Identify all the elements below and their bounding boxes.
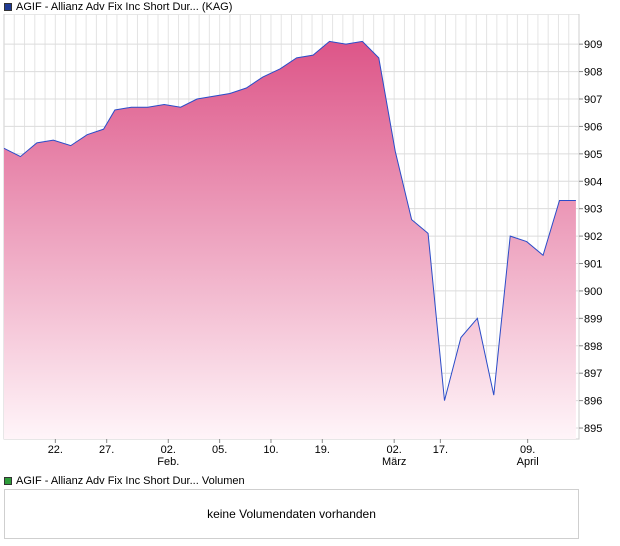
y-tick-label: 908 [584, 67, 602, 79]
y-tick-label: 900 [584, 286, 602, 298]
y-tick-label: 904 [584, 176, 602, 188]
y-tick-label: 897 [584, 368, 602, 380]
x-month-label: März [382, 456, 406, 468]
x-tick-label: 27. [99, 444, 114, 456]
y-tick-label: 898 [584, 341, 602, 353]
volume-panel: keine Volumendaten vorhanden [4, 489, 579, 539]
price-chart: 895 896 897 898 899 900 901 902 903 904 905 906 907 9… [3, 14, 602, 468]
volume-empty-message: keine Volumendaten vorhanden [207, 507, 376, 521]
price-legend: AGIF - Allianz Adv Fix Inc Short Dur... … [4, 0, 232, 14]
x-month-label: April [517, 456, 539, 468]
y-tick-label: 896 [584, 396, 602, 408]
x-axis-ticks: 22. 27. 02. 05. 10. 19. 02. 17. 09. Feb. März April [48, 439, 539, 468]
x-tick-label: 05. [212, 444, 227, 456]
volume-legend: AGIF - Allianz Adv Fix Inc Short Dur... … [4, 474, 245, 488]
y-tick-label: 909 [584, 39, 602, 51]
y-tick-label: 899 [584, 313, 602, 325]
x-tick-label: 02. [161, 444, 176, 456]
y-tick-label: 901 [584, 259, 602, 271]
x-tick-label: 09. [520, 444, 535, 456]
y-tick-label: 902 [584, 231, 602, 243]
x-tick-label: 02. [387, 444, 402, 456]
y-tick-label: 905 [584, 149, 602, 161]
volume-legend-swatch [4, 477, 12, 485]
price-legend-swatch [4, 3, 12, 11]
y-tick-label: 903 [584, 204, 602, 216]
price-line [3, 40, 576, 401]
y-tick-label: 895 [584, 423, 602, 435]
y-tick-label: 907 [584, 94, 602, 106]
volume-legend-label: AGIF - Allianz Adv Fix Inc Short Dur... … [16, 475, 245, 487]
price-legend-label: AGIF - Allianz Adv Fix Inc Short Dur... … [16, 1, 233, 13]
x-tick-label: 22. [48, 444, 63, 456]
x-tick-label: 10. [263, 444, 278, 456]
y-tick-label: 906 [584, 121, 602, 133]
x-tick-label: 19. [315, 444, 330, 456]
x-tick-label: 17. [433, 444, 448, 456]
y-axis-ticks: 895 896 897 898 899 900 901 902 903 904 905 906 907 9… [579, 39, 602, 435]
x-month-label: Feb. [157, 456, 179, 468]
price-area [4, 41, 576, 440]
